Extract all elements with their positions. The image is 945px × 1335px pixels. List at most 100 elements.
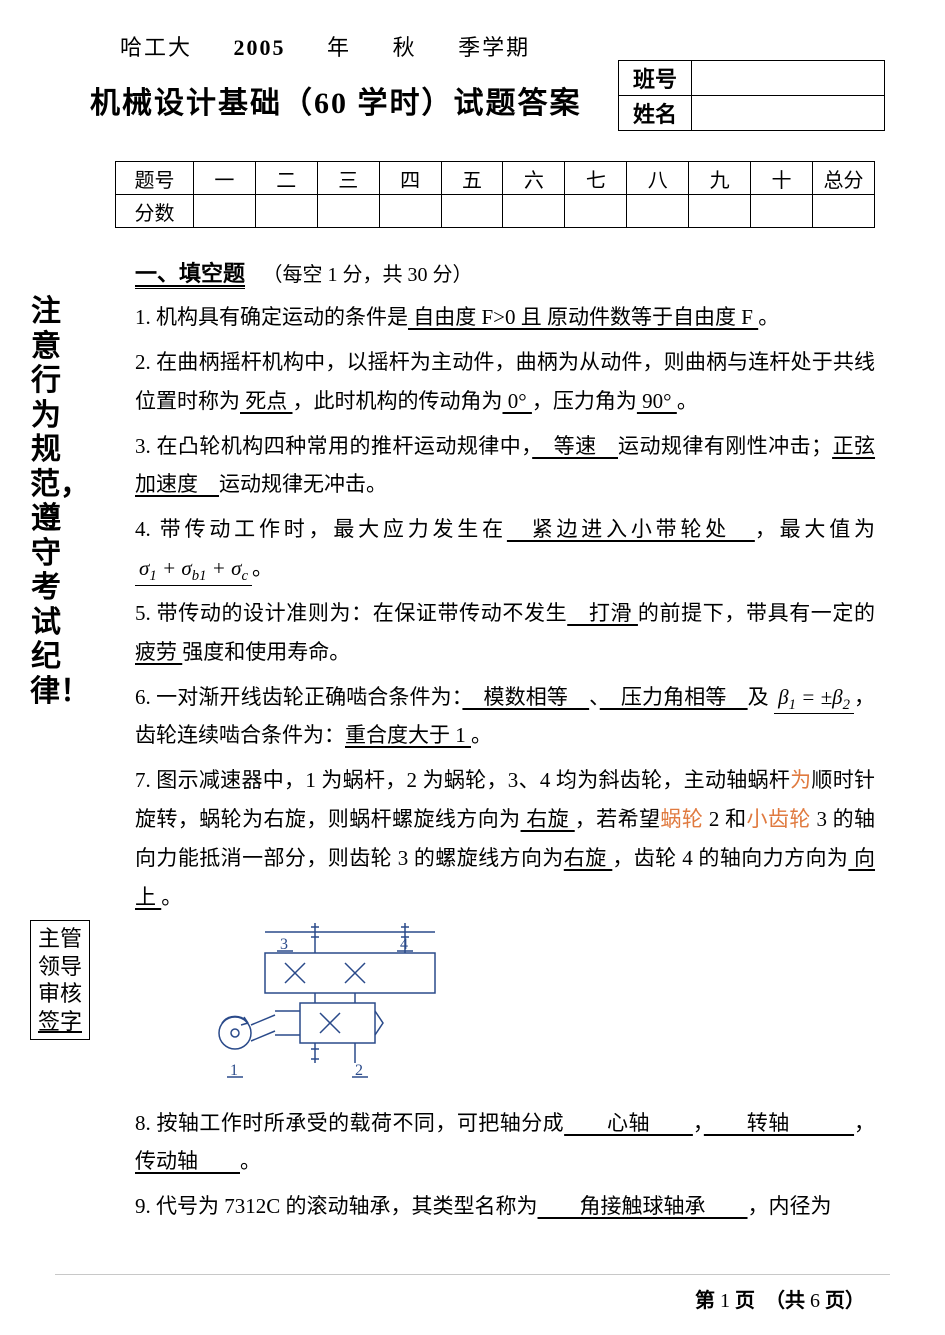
- q7-t: 7. 图示减速器中，1 为蜗杆，2 为蜗轮，3、4 均为斜齿轮，主动轴蜗杆: [135, 768, 790, 792]
- q6-answer-3: 重合度大于 1: [345, 723, 471, 747]
- q3-answer-1: 等速: [532, 434, 618, 458]
- class-value: [692, 61, 885, 96]
- q8-answer-1: 心轴: [564, 1111, 693, 1135]
- q2-answer-2: 0°: [503, 389, 532, 413]
- q4-formula: σ1 + σb1 + σc: [135, 558, 252, 586]
- fp: σ: [139, 556, 149, 580]
- year: 2005: [234, 35, 286, 60]
- q9-post: ，内径为: [748, 1194, 832, 1218]
- score-cell: [503, 195, 565, 228]
- q4-answer-1: 紧边进入小带轮处: [507, 517, 755, 541]
- score-cell: 题号: [116, 162, 194, 195]
- fp: 2: [843, 697, 850, 713]
- q7-t: 。: [161, 885, 182, 909]
- score-cell: [255, 195, 317, 228]
- q7-answer-1: 右旋: [521, 807, 575, 831]
- q2-answer-3: 90°: [637, 389, 677, 413]
- q7-t: ，若希望: [575, 807, 661, 831]
- page-footer: 第 1 页 （共 6 页）: [695, 1284, 865, 1313]
- question-3: 3. 在凸轮机构四种常用的推杆运动规律中， 等速 运动规律有刚性冲击；正弦加速度…: [135, 427, 875, 505]
- q4-post: 。: [252, 556, 273, 580]
- question-9: 9. 代号为 7312C 的滚动轴承，其类型名称为 角接触球轴承 ，内径为: [135, 1187, 875, 1226]
- side-warning-text: 注意行为规范，遵守考试纪律！: [30, 295, 62, 709]
- score-cell: [317, 195, 379, 228]
- footer-page-current: 1: [720, 1290, 730, 1312]
- q9-answer-1: 角接触球轴承: [538, 1194, 748, 1218]
- q8-sep: ，: [854, 1111, 875, 1135]
- question-8: 8. 按轴工作时所承受的载荷不同，可把轴分成 心轴 ， 转轴 ， 传动轴 。: [135, 1104, 875, 1182]
- title-row: 机械设计基础（60 学时）试题答案 班号 姓名: [90, 80, 885, 131]
- name-value: [692, 96, 885, 131]
- q3-post: 运动规律无冲击。: [219, 472, 387, 496]
- score-cell: 四: [379, 162, 441, 195]
- q5-post: 强度和使用寿命。: [182, 640, 350, 664]
- name-label: 姓名: [619, 96, 692, 131]
- fp: 1: [149, 568, 156, 584]
- q5-text: 5. 带传动的设计准则为：在保证带传动不发生: [135, 601, 567, 625]
- q6-sep: 、: [589, 685, 600, 709]
- title-hours: 60: [314, 87, 348, 120]
- score-cell: [565, 195, 627, 228]
- title-part-b: 学时）试题答案: [348, 87, 582, 120]
- q3-text: 3. 在凸轮机构四种常用的推杆运动规律中，: [135, 434, 532, 458]
- q8-post: 。: [240, 1149, 261, 1173]
- section-1-sub: （每空 1 分，共 30 分）: [263, 264, 473, 286]
- q6-answer-2: 压力角相等: [600, 685, 748, 709]
- footer-mid: 页 （共: [735, 1290, 805, 1312]
- score-cell: 总分: [812, 162, 874, 195]
- score-value-row: 分数: [116, 195, 875, 228]
- title-part-a: 机械设计基础（: [90, 87, 314, 120]
- gearbox-diagram: 3 4: [205, 923, 875, 1096]
- score-cell: 七: [565, 162, 627, 195]
- score-cell: 八: [627, 162, 689, 195]
- score-cell: [627, 195, 689, 228]
- score-cell: [689, 195, 751, 228]
- q6-post: 。: [471, 723, 492, 747]
- q5-answer-2: 疲劳: [135, 640, 182, 664]
- q7-t: 2 和: [703, 807, 746, 831]
- fp: b1: [192, 568, 207, 584]
- q6-text: 6. 一对渐开线齿轮正确啮合条件为：: [135, 685, 462, 709]
- score-cell: 六: [503, 162, 565, 195]
- approval-line: 主管: [33, 925, 87, 953]
- school-name: 哈工大: [120, 35, 192, 60]
- exam-page: 哈工大 2005 年 秋 季学期 机械设计基础（60 学时）试题答案 班号 姓名…: [0, 0, 945, 1335]
- q1-answer: 自由度 F>0 且 原动件数等于自由度 F: [408, 305, 758, 329]
- q7-answer-2: 右旋: [564, 846, 613, 870]
- q2-mid2: ，压力角为: [532, 389, 637, 413]
- q2-answer-1: 死点: [240, 389, 293, 413]
- q8-answer-2: 转轴: [704, 1111, 854, 1135]
- questions: 1. 机构具有确定运动的条件是 自由度 F>0 且 原动件数等于自由度 F 。 …: [135, 298, 875, 1226]
- score-cell: 三: [317, 162, 379, 195]
- score-cell: 十: [751, 162, 813, 195]
- q2-mid1: ，此时机构的传动角为: [293, 389, 503, 413]
- q1-post: 。: [758, 305, 779, 329]
- q2-post: 。: [677, 389, 698, 413]
- score-cell: [751, 195, 813, 228]
- score-cell: 五: [441, 162, 503, 195]
- score-cell: 二: [255, 162, 317, 195]
- footer-page-total: 6: [810, 1290, 820, 1312]
- term-line: 哈工大 2005 年 秋 季学期: [120, 30, 885, 62]
- question-6: 6. 一对渐开线齿轮正确啮合条件为： 模数相等 、 压力角相等 及 β1 = ±…: [135, 678, 875, 756]
- q1-text: 1. 机构具有确定运动的条件是: [135, 305, 408, 329]
- question-7: 7. 图示减速器中，1 为蜗杆，2 为蜗轮，3、4 均为斜齿轮，主动轴蜗杆为顺时…: [135, 761, 875, 916]
- score-cell: 分数: [116, 195, 194, 228]
- footer-rule: [55, 1274, 890, 1275]
- q8-sep: ，: [693, 1111, 704, 1135]
- score-cell: [379, 195, 441, 228]
- class-label: 班号: [619, 61, 692, 96]
- q7-orange: 小齿轮: [747, 807, 811, 831]
- q8-text: 8. 按轴工作时所承受的载荷不同，可把轴分成: [135, 1111, 564, 1135]
- score-cell: [193, 195, 255, 228]
- q5-answer-1: 打滑: [567, 601, 638, 625]
- q8-answer-3: 传动轴: [135, 1149, 240, 1173]
- q6-mid: 及: [748, 685, 769, 709]
- score-table: 题号 一 二 三 四 五 六 七 八 九 十 总分 分数: [115, 161, 875, 228]
- q9-text: 9. 代号为 7312C 的滚动轴承，其类型名称为: [135, 1194, 538, 1218]
- question-1: 1. 机构具有确定运动的条件是 自由度 F>0 且 原动件数等于自由度 F 。: [135, 298, 875, 337]
- diagram-svg: 3 4: [205, 923, 465, 1083]
- question-5: 5. 带传动的设计准则为：在保证带传动不发生 打滑 的前提下，带具有一定的 疲劳…: [135, 594, 875, 672]
- fp: c: [241, 568, 248, 584]
- approval-box: 主管 领导 审核 签字: [30, 920, 90, 1040]
